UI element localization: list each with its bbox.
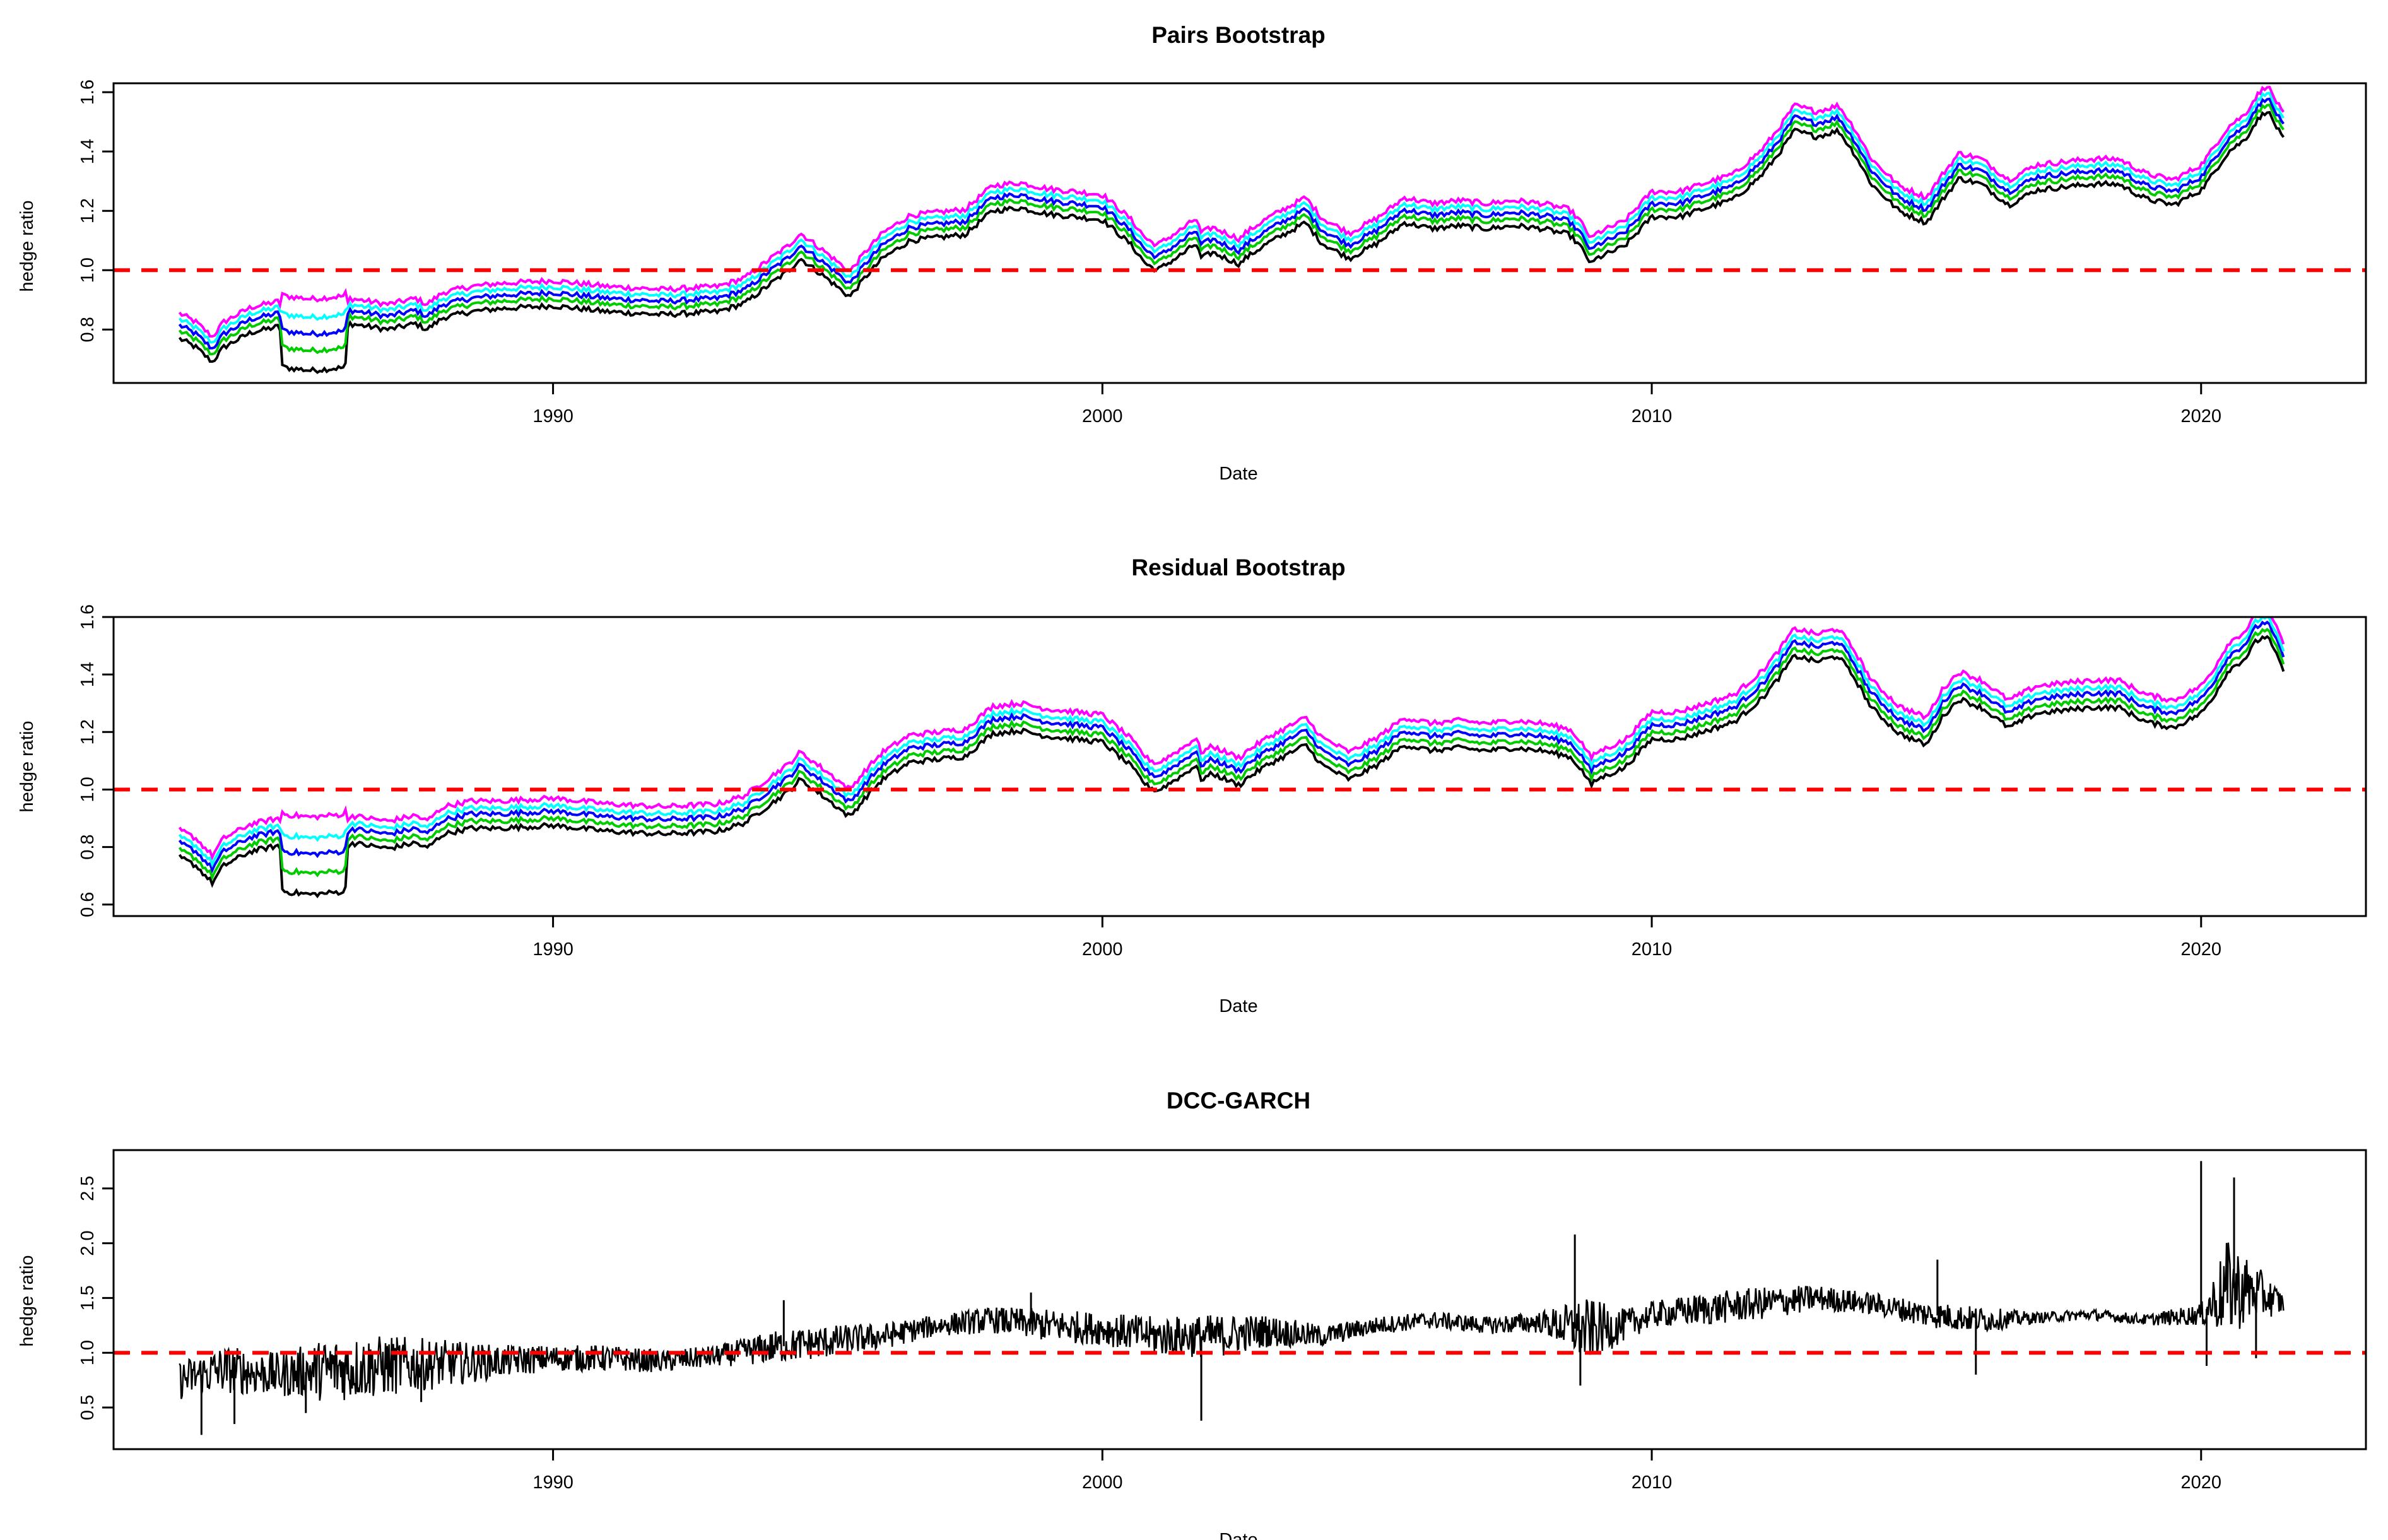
plot-area: 1990 2000 2010 2020 0.5 1.0 1.5 2.0 2.5 (78, 1149, 2367, 1493)
y-tick-label: 1.6 (78, 79, 98, 105)
series-line-magenta (178, 85, 2285, 338)
plot-frame (112, 1149, 2367, 1450)
series-group (179, 1161, 2285, 1435)
series-group (178, 85, 2285, 374)
x-tick-label: 2010 (1632, 406, 1673, 426)
chart-title: Residual Bootstrap (1131, 555, 1345, 580)
series-line-green (178, 628, 2285, 881)
chart-title: DCC-GARCH (1167, 1088, 1310, 1114)
panel-pairs-bootstrap: Pairs Bootstrap hedge ratio Date 1990 200… (17, 22, 2367, 484)
x-tick-label: 2000 (1082, 406, 1123, 426)
y-tick-label: 0.8 (78, 834, 98, 859)
y-tick-label: 1.0 (78, 777, 98, 802)
y-tick-label: 1.2 (78, 198, 98, 223)
y-axis-label-group: hedge ratio (17, 200, 37, 291)
plot-area: 1990 2000 2010 2020 0.6 0.8 1.0 1.2 1.4 1.6 (78, 604, 2367, 960)
y-tick-label: 2.0 (78, 1230, 98, 1255)
y-tick-label: 0.5 (78, 1395, 98, 1420)
series-group (178, 617, 2285, 898)
series-line-black (178, 635, 2285, 898)
x-tick-label: 2000 (1082, 939, 1123, 960)
y-axis-label: hedge ratio (17, 1255, 37, 1346)
plot-frame (112, 82, 2367, 384)
y-tick-label: 1.6 (78, 604, 98, 630)
series-line-black (178, 110, 2285, 374)
y-tick-label: 1.4 (78, 139, 98, 164)
y-tick-label: 1.5 (78, 1285, 98, 1310)
x-axis-label: Date (1219, 464, 1257, 484)
y-tick-label: 0.8 (78, 317, 98, 342)
y-tick-label: 2.5 (78, 1176, 98, 1201)
plot-frame (112, 616, 2367, 917)
x-tick-label: 2020 (2181, 1472, 2222, 1493)
x-axis-label: Date (1219, 996, 1257, 1016)
x-axis-label: Date (1219, 1530, 1257, 1540)
series-line-cyan (178, 617, 2285, 868)
panel-residual-bootstrap: Residual Bootstrap hedge ratio Date 1990… (17, 555, 2367, 1016)
series-line-dcc (179, 1242, 2285, 1401)
x-tick-label: 2010 (1632, 939, 1673, 960)
x-tick-label: 2020 (2181, 406, 2222, 426)
series-line-cyan (178, 91, 2285, 344)
x-tick-label: 2020 (2181, 939, 2222, 960)
series-line-blue (178, 620, 2285, 874)
y-tick-label: 1.0 (78, 257, 98, 283)
panel-dcc-garch: DCC-GARCH hedge ratio Date 1990 2000 2010 2… (17, 1088, 2367, 1540)
x-tick-label: 2000 (1082, 1472, 1123, 1493)
x-tick-label: 1990 (532, 939, 573, 960)
plot-area: 1990 2000 2010 2020 0.8 1.0 1.2 1.4 1.6 (78, 79, 2367, 426)
y-tick-label: 1.0 (78, 1340, 98, 1365)
x-tick-label: 1990 (532, 1472, 573, 1493)
series-line-green (178, 103, 2285, 356)
y-tick-label: 0.6 (78, 892, 98, 917)
series-line-blue (178, 97, 2285, 350)
x-tick-label: 2010 (1632, 1472, 1673, 1493)
y-tick-label: 1.4 (78, 662, 98, 687)
y-axis-label: hedge ratio (17, 200, 37, 291)
series-line-magenta (178, 617, 2285, 861)
x-tick-label: 1990 (532, 406, 573, 426)
chart-title: Pairs Bootstrap (1151, 22, 1326, 48)
y-tick-label: 1.2 (78, 719, 98, 744)
y-axis-label: hedge ratio (17, 720, 37, 812)
